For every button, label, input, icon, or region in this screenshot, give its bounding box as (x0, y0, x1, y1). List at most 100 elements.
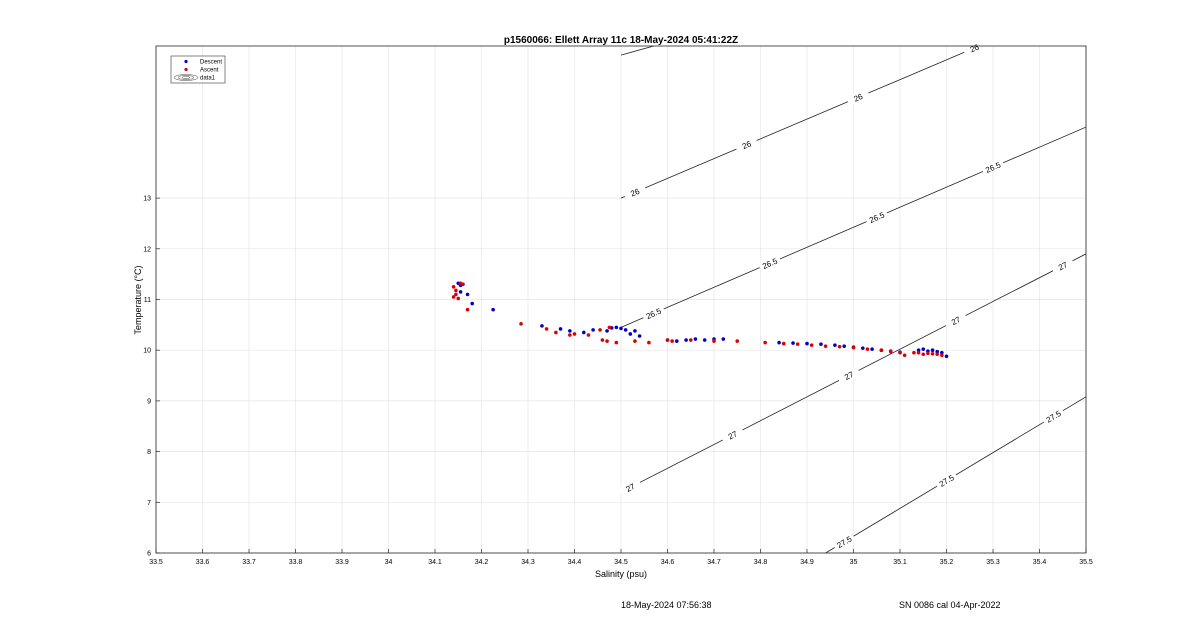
descent-point (491, 307, 495, 312)
ascent-point (930, 351, 935, 356)
x-tick-label: 35.5 (1079, 559, 1093, 566)
descent-point (870, 347, 874, 351)
ascent-point (940, 353, 944, 358)
ascent-point (888, 349, 893, 354)
x-tick-label: 33.7 (242, 559, 256, 566)
x-tick-label: 34.6 (661, 559, 675, 566)
legend-ascent-label: Ascent (200, 68, 219, 74)
x-axis-label: Salinity (psu) (595, 569, 647, 579)
descent-point (558, 327, 563, 331)
ascent-point (916, 350, 921, 355)
contour-label-bg (618, 477, 643, 497)
contour-label-bg (757, 254, 782, 273)
descent-point (623, 328, 628, 332)
x-tick-label: 35.3 (986, 559, 1000, 566)
descent-point (619, 326, 623, 331)
x-tick-label: 34.7 (707, 559, 721, 566)
contour-label-27: 27 (727, 429, 740, 441)
legend: Descent Ascent data1 (170, 55, 226, 84)
x-tick-label: 34.1 (428, 559, 442, 566)
contour-line-26 (620, 46, 980, 199)
contour-label-bg (836, 365, 861, 385)
descent-point (614, 325, 619, 330)
contour-label-bg (622, 183, 648, 202)
descent-point (935, 349, 939, 354)
legend-box (170, 55, 226, 84)
descent-point (861, 346, 865, 350)
legend-descent-marker (184, 59, 188, 64)
ascent-point (607, 325, 612, 330)
descent-point (702, 338, 707, 342)
ascent-point (935, 352, 939, 357)
contour-label-bg (1041, 406, 1066, 427)
descent-point (819, 342, 823, 346)
contour-line-26.5 (620, 126, 1086, 328)
x-tick-label: 34.4 (568, 559, 582, 566)
descent-point (842, 344, 846, 348)
descent-point (921, 347, 926, 351)
x-tick-label: 34.2 (475, 559, 489, 566)
ascent-point (902, 353, 907, 358)
ascent-point (544, 327, 549, 331)
x-tick-label: 34.3 (521, 559, 535, 566)
descent-point (930, 348, 935, 353)
descent-point (605, 329, 609, 333)
ascent-point (461, 282, 465, 287)
ascent-point (454, 288, 458, 293)
isopycnal-contours: 2626262626.526.526.526.5272727272727.527… (618, 39, 1086, 553)
contour-label-bg (734, 135, 759, 154)
ascent-point (451, 295, 456, 299)
contour-label-bg (846, 88, 871, 107)
ascent-point (633, 339, 637, 343)
descent-point (805, 341, 809, 346)
ascent-point (865, 347, 870, 351)
ascent-point (456, 296, 461, 301)
ascent-point (519, 322, 523, 326)
descent-point (540, 324, 544, 328)
contour-label-27: 27 (625, 482, 638, 494)
contour-label-bg (943, 311, 968, 331)
x-tick-label: 34.8 (754, 559, 768, 566)
data-points (451, 281, 949, 359)
contour-label-26: 26 (741, 139, 753, 151)
x-tick-label: 33.8 (289, 559, 303, 566)
ascent-point (665, 338, 670, 342)
ascent-point (823, 344, 828, 348)
contour-label-bg (720, 425, 745, 445)
ascent-point (568, 333, 572, 337)
y-axis-label: Temperature (°C) (133, 265, 143, 334)
ascent-point (781, 341, 786, 346)
ascent-point (879, 348, 884, 353)
legend-ascent-marker (184, 67, 188, 72)
ascent-point (912, 350, 916, 355)
contour-label-26: 26 (629, 187, 641, 199)
descent-point (637, 334, 642, 338)
y-tick-label: 12 (143, 246, 151, 253)
contour-label-bg (641, 304, 666, 323)
ascent-point (572, 332, 577, 336)
x-tick-label: 35.1 (893, 559, 907, 566)
footer-timestamp: 18-May-2024 07:56:38 (621, 600, 712, 610)
ascent-point (605, 339, 609, 343)
ascent-point (688, 338, 693, 342)
contour-label-26: 26 (969, 42, 981, 54)
y-tick-label: 10 (143, 348, 151, 355)
legend-contour-icon (173, 74, 199, 81)
descent-point (777, 340, 781, 345)
descent-point (675, 339, 679, 343)
y-tick-label: 9 (147, 398, 151, 405)
y-tick-label: 7 (147, 500, 151, 507)
x-tick-label: 34.9 (800, 559, 814, 566)
x-tick-label: 35.2 (940, 559, 954, 566)
x-tick-label: 33.5 (149, 559, 163, 566)
ascent-point (795, 342, 800, 346)
y-tick-label: 6 (147, 551, 151, 558)
contour-label-bg (934, 470, 959, 491)
descent-point (833, 343, 837, 347)
y-tick-label: 13 (143, 196, 151, 203)
ascent-point (598, 328, 602, 332)
ascent-point (851, 345, 856, 350)
x-tick-label: 35 (850, 559, 858, 566)
x-tick-label: 34 (385, 559, 393, 566)
